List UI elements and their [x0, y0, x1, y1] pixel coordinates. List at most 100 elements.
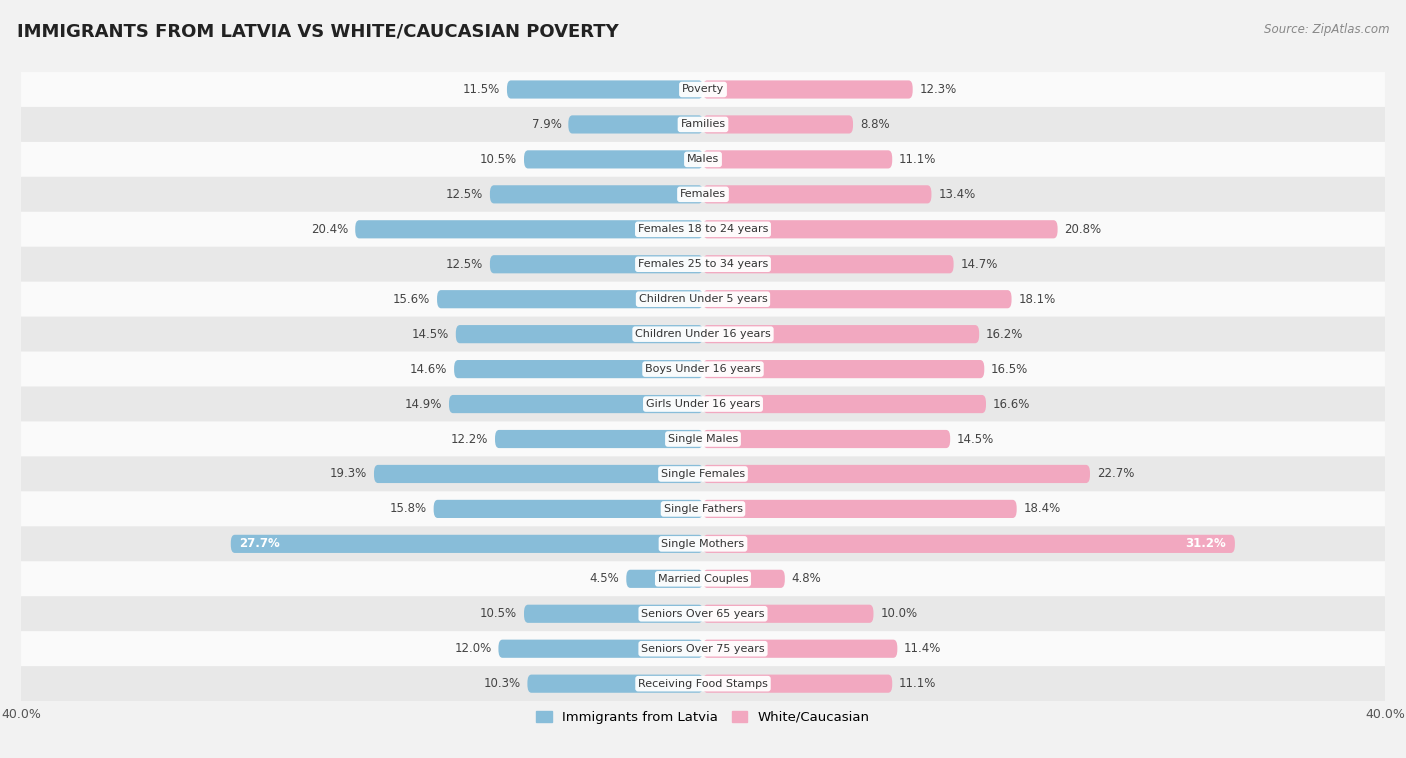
Text: 14.5%: 14.5%: [957, 433, 994, 446]
Text: Single Mothers: Single Mothers: [661, 539, 745, 549]
FancyBboxPatch shape: [21, 282, 1385, 317]
Text: 11.5%: 11.5%: [463, 83, 501, 96]
FancyBboxPatch shape: [21, 211, 1385, 247]
Legend: Immigrants from Latvia, White/Caucasian: Immigrants from Latvia, White/Caucasian: [531, 706, 875, 729]
Text: 18.4%: 18.4%: [1024, 503, 1060, 515]
Text: Married Couples: Married Couples: [658, 574, 748, 584]
FancyBboxPatch shape: [21, 247, 1385, 282]
FancyBboxPatch shape: [21, 317, 1385, 352]
Text: 7.9%: 7.9%: [531, 118, 561, 131]
Text: IMMIGRANTS FROM LATVIA VS WHITE/CAUCASIAN POVERTY: IMMIGRANTS FROM LATVIA VS WHITE/CAUCASIA…: [17, 23, 619, 41]
Text: 14.5%: 14.5%: [412, 327, 449, 340]
FancyBboxPatch shape: [703, 80, 912, 99]
FancyBboxPatch shape: [568, 115, 703, 133]
Text: 14.7%: 14.7%: [960, 258, 998, 271]
Text: Girls Under 16 years: Girls Under 16 years: [645, 399, 761, 409]
FancyBboxPatch shape: [703, 640, 897, 658]
FancyBboxPatch shape: [433, 500, 703, 518]
Text: 16.5%: 16.5%: [991, 362, 1028, 376]
Text: 12.2%: 12.2%: [451, 433, 488, 446]
Text: 12.0%: 12.0%: [454, 642, 492, 655]
FancyBboxPatch shape: [21, 177, 1385, 211]
FancyBboxPatch shape: [21, 526, 1385, 562]
Text: 8.8%: 8.8%: [860, 118, 890, 131]
FancyBboxPatch shape: [703, 605, 873, 623]
Text: 27.7%: 27.7%: [239, 537, 280, 550]
FancyBboxPatch shape: [626, 570, 703, 588]
FancyBboxPatch shape: [374, 465, 703, 483]
Text: Males: Males: [688, 155, 718, 164]
FancyBboxPatch shape: [524, 605, 703, 623]
FancyBboxPatch shape: [231, 535, 703, 553]
Text: 13.4%: 13.4%: [938, 188, 976, 201]
Text: 4.5%: 4.5%: [589, 572, 620, 585]
Text: 10.5%: 10.5%: [479, 607, 517, 620]
Text: 11.4%: 11.4%: [904, 642, 942, 655]
Text: 11.1%: 11.1%: [898, 677, 936, 691]
Text: Females: Females: [681, 190, 725, 199]
Text: 10.5%: 10.5%: [479, 153, 517, 166]
Text: Receiving Food Stamps: Receiving Food Stamps: [638, 678, 768, 689]
Text: 10.3%: 10.3%: [484, 677, 520, 691]
Text: Single Males: Single Males: [668, 434, 738, 444]
Text: 11.1%: 11.1%: [898, 153, 936, 166]
Text: 16.6%: 16.6%: [993, 397, 1031, 411]
FancyBboxPatch shape: [21, 142, 1385, 177]
Text: 12.5%: 12.5%: [446, 258, 484, 271]
FancyBboxPatch shape: [703, 255, 953, 274]
FancyBboxPatch shape: [703, 675, 893, 693]
Text: 20.4%: 20.4%: [311, 223, 349, 236]
FancyBboxPatch shape: [21, 562, 1385, 597]
FancyBboxPatch shape: [437, 290, 703, 309]
FancyBboxPatch shape: [456, 325, 703, 343]
Text: Seniors Over 65 years: Seniors Over 65 years: [641, 609, 765, 619]
Text: Single Females: Single Females: [661, 469, 745, 479]
Text: 18.1%: 18.1%: [1018, 293, 1056, 305]
FancyBboxPatch shape: [21, 456, 1385, 491]
Text: 31.2%: 31.2%: [1185, 537, 1226, 550]
FancyBboxPatch shape: [527, 675, 703, 693]
Text: 19.3%: 19.3%: [330, 468, 367, 481]
Text: 14.6%: 14.6%: [411, 362, 447, 376]
Text: 12.3%: 12.3%: [920, 83, 956, 96]
FancyBboxPatch shape: [703, 395, 986, 413]
FancyBboxPatch shape: [454, 360, 703, 378]
Text: Poverty: Poverty: [682, 84, 724, 95]
Text: 16.2%: 16.2%: [986, 327, 1024, 340]
FancyBboxPatch shape: [489, 255, 703, 274]
FancyBboxPatch shape: [524, 150, 703, 168]
FancyBboxPatch shape: [703, 570, 785, 588]
FancyBboxPatch shape: [21, 666, 1385, 701]
Text: Source: ZipAtlas.com: Source: ZipAtlas.com: [1264, 23, 1389, 36]
FancyBboxPatch shape: [703, 360, 984, 378]
FancyBboxPatch shape: [21, 352, 1385, 387]
FancyBboxPatch shape: [489, 185, 703, 203]
FancyBboxPatch shape: [703, 325, 979, 343]
Text: Females 18 to 24 years: Females 18 to 24 years: [638, 224, 768, 234]
FancyBboxPatch shape: [703, 500, 1017, 518]
FancyBboxPatch shape: [356, 221, 703, 238]
Text: 4.8%: 4.8%: [792, 572, 821, 585]
FancyBboxPatch shape: [21, 107, 1385, 142]
Text: 22.7%: 22.7%: [1097, 468, 1135, 481]
FancyBboxPatch shape: [449, 395, 703, 413]
FancyBboxPatch shape: [495, 430, 703, 448]
FancyBboxPatch shape: [703, 150, 893, 168]
FancyBboxPatch shape: [703, 115, 853, 133]
FancyBboxPatch shape: [703, 185, 931, 203]
Text: 15.6%: 15.6%: [394, 293, 430, 305]
Text: 10.0%: 10.0%: [880, 607, 918, 620]
Text: Females 25 to 34 years: Females 25 to 34 years: [638, 259, 768, 269]
FancyBboxPatch shape: [508, 80, 703, 99]
FancyBboxPatch shape: [21, 491, 1385, 526]
Text: 12.5%: 12.5%: [446, 188, 484, 201]
FancyBboxPatch shape: [21, 597, 1385, 631]
FancyBboxPatch shape: [703, 290, 1011, 309]
FancyBboxPatch shape: [703, 535, 1234, 553]
FancyBboxPatch shape: [21, 631, 1385, 666]
FancyBboxPatch shape: [703, 430, 950, 448]
Text: Boys Under 16 years: Boys Under 16 years: [645, 364, 761, 374]
Text: Children Under 16 years: Children Under 16 years: [636, 329, 770, 339]
FancyBboxPatch shape: [703, 221, 1057, 238]
Text: 14.9%: 14.9%: [405, 397, 441, 411]
